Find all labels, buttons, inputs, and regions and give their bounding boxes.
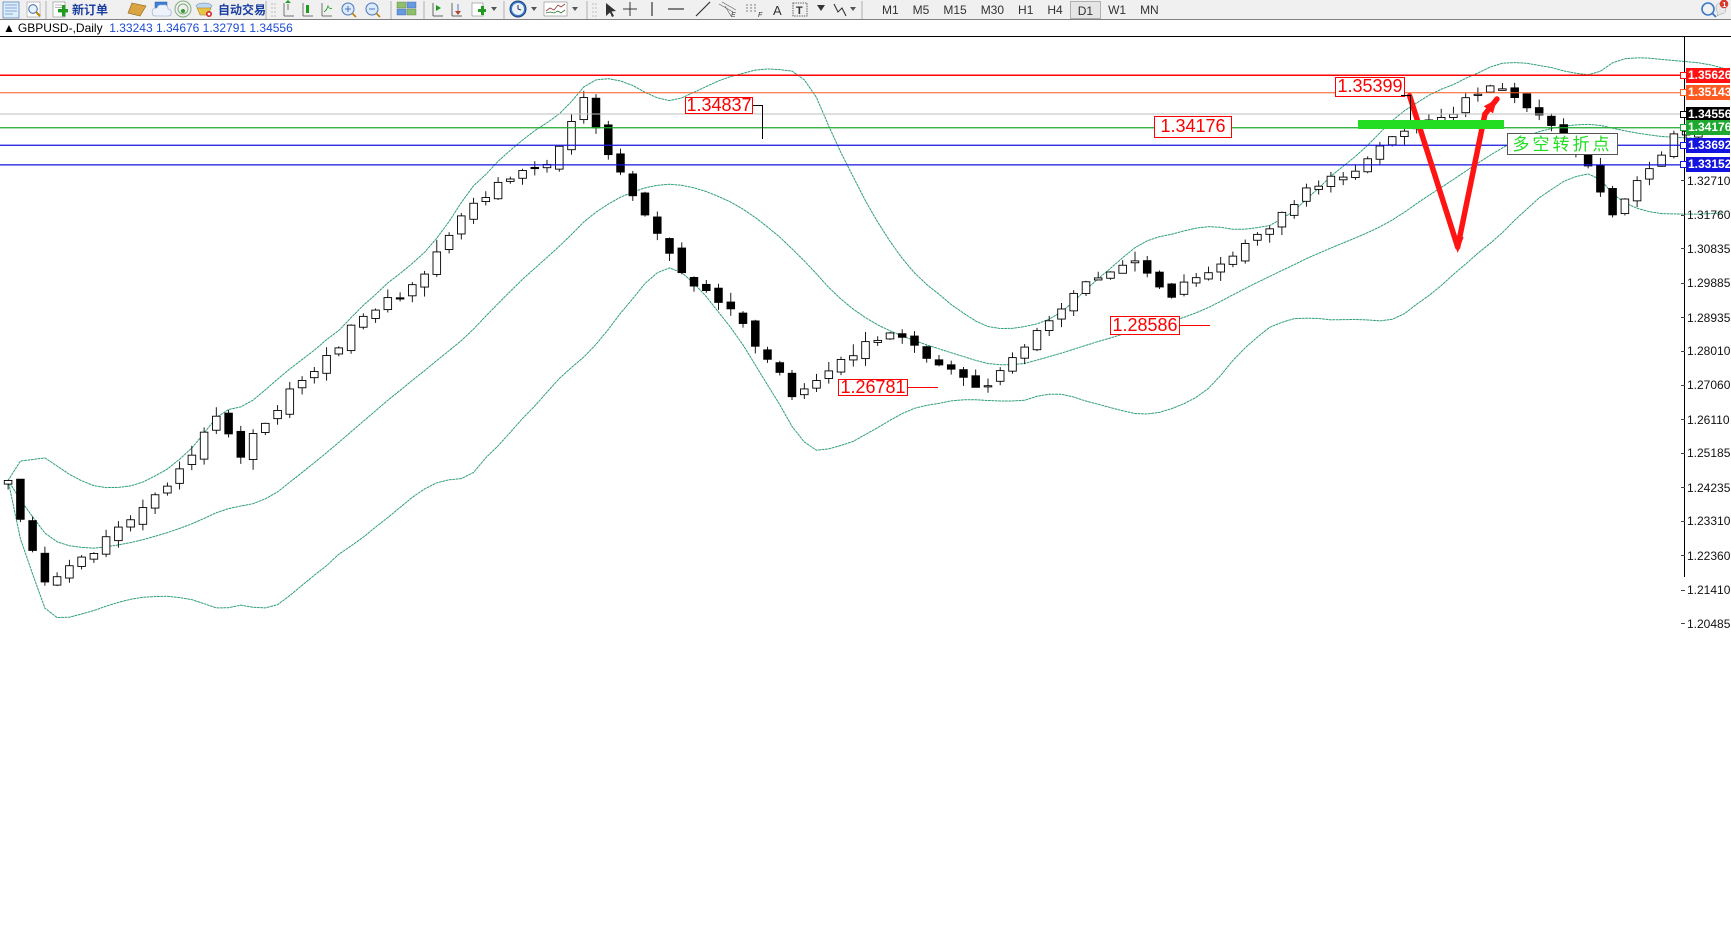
svg-text:1: 1 bbox=[1722, 0, 1726, 9]
